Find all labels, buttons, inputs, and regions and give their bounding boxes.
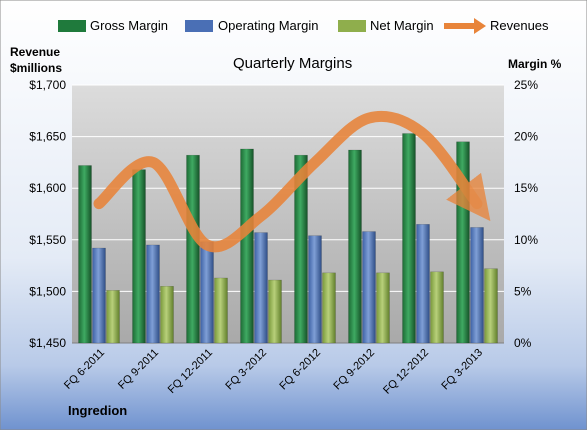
legend: Gross Margin Operating Margin Net Margin… [58, 18, 549, 34]
left-tick-label: $1,700 [29, 78, 66, 92]
revenue-point [260, 215, 263, 218]
revenue-point [476, 202, 479, 205]
bar-operating-margin [146, 244, 160, 344]
right-tick-label: 5% [514, 284, 532, 298]
legend-label-operating-margin: Operating Margin [218, 18, 318, 33]
bar-net-margin [322, 272, 336, 344]
revenue-line-layer [93, 110, 491, 253]
bar-net-margin [106, 290, 120, 344]
revenue-line [93, 110, 491, 253]
bar-gross-margin [402, 133, 416, 344]
left-axis-title-line2: $millions [10, 61, 62, 75]
legend-swatch-gross-margin [58, 20, 86, 32]
right-tick-label: 20% [514, 130, 538, 144]
left-axis-title-line1: Revenue [10, 45, 60, 59]
revenue-point [98, 202, 101, 205]
bar-net-margin [430, 271, 444, 344]
right-axis-title: Margin % [508, 57, 562, 71]
bar-net-margin [376, 272, 390, 344]
bars [78, 133, 498, 344]
legend-swatch-net-margin [338, 20, 366, 32]
right-axis-ticks: 0% 5% 10% 15% 20% 25% [514, 78, 538, 350]
bar-net-margin [160, 285, 174, 344]
revenue-point [368, 117, 371, 120]
left-tick-label: $1,450 [29, 336, 66, 350]
bar-operating-margin [416, 224, 430, 344]
bar-gross-margin [78, 165, 92, 344]
revenue-point [152, 161, 155, 164]
bar-operating-margin [92, 247, 106, 344]
bar-operating-margin [200, 241, 214, 344]
bar-gross-margin [186, 154, 200, 344]
right-tick-label: 15% [514, 181, 538, 195]
bar-gross-margin [294, 154, 308, 344]
left-tick-label: $1,550 [29, 233, 66, 247]
left-axis-ticks: $1,450 $1,500 $1,550 $1,600 $1,650 $1,700 [29, 78, 66, 350]
bar-operating-margin [254, 232, 268, 344]
bar-gross-margin [240, 148, 254, 344]
bar-net-margin [268, 279, 282, 344]
legend-label-gross-margin: Gross Margin [90, 18, 168, 33]
legend-swatch-operating-margin [185, 20, 213, 32]
bar-gross-margin [348, 149, 362, 344]
revenue-point [206, 243, 209, 246]
legend-label-net-margin: Net Margin [370, 18, 434, 33]
chart-title: Quarterly Margins [233, 55, 352, 72]
bar-operating-margin [362, 231, 376, 344]
bar-operating-margin [470, 227, 484, 344]
right-tick-label: 25% [514, 78, 538, 92]
bar-gross-margin [132, 169, 146, 344]
right-tick-label: 10% [514, 233, 538, 247]
left-tick-label: $1,500 [29, 284, 66, 298]
bar-net-margin [484, 268, 498, 344]
bar-net-margin [214, 277, 228, 344]
left-tick-label: $1,600 [29, 181, 66, 195]
legend-arrow-icon [474, 18, 486, 34]
revenue-point [314, 161, 317, 164]
company-name: Ingredion [68, 403, 127, 418]
left-tick-label: $1,650 [29, 130, 66, 144]
legend-label-revenues: Revenues [490, 18, 549, 33]
revenue-point [422, 132, 425, 135]
bar-operating-margin [308, 235, 322, 344]
right-tick-label: 0% [514, 336, 532, 350]
